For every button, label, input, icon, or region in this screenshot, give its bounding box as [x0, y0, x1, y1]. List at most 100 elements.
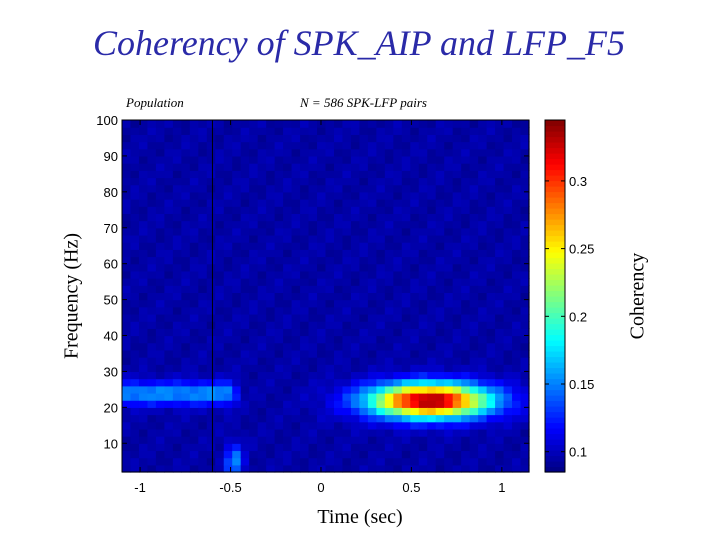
heatmap-cell — [393, 263, 403, 272]
heatmap-cell — [359, 263, 369, 272]
heatmap-cell — [266, 256, 276, 265]
heatmap-cell — [283, 378, 293, 387]
y-tick-label: 30 — [104, 364, 118, 379]
heatmap-cell — [469, 335, 479, 344]
heatmap-cell — [333, 364, 344, 373]
heatmap-cell — [495, 163, 505, 171]
heatmap-cell — [300, 335, 310, 344]
heatmap-cell — [461, 292, 471, 301]
heatmap-cell — [359, 199, 369, 207]
heatmap-cell — [376, 392, 386, 401]
heatmap-cell — [410, 299, 420, 308]
heatmap-cell — [469, 392, 479, 401]
heatmap-cell — [452, 263, 462, 272]
heatmap-cell — [350, 464, 361, 473]
heatmap-cell — [503, 400, 513, 408]
heatmap-cell — [486, 278, 496, 286]
heatmap-cell — [333, 256, 344, 265]
heatmap-cell — [452, 335, 462, 344]
heatmap-cell — [384, 134, 394, 143]
heatmap-cell — [257, 321, 267, 329]
heatmap-cell — [317, 206, 327, 214]
heatmap-cell — [384, 213, 394, 222]
heatmap-cell — [452, 443, 462, 452]
heatmap-cell — [215, 141, 225, 150]
y-tick-label: 80 — [104, 185, 118, 200]
heatmap-cell — [325, 170, 335, 179]
heatmap-cell — [367, 421, 377, 430]
heatmap-cell — [444, 227, 454, 236]
heatmap-cell — [512, 335, 522, 344]
heatmap-cell — [486, 249, 496, 258]
heatmap-cell — [198, 213, 208, 222]
heatmap-cell — [350, 155, 361, 164]
heatmap-cell — [172, 148, 182, 157]
heatmap-cell — [215, 328, 225, 337]
heatmap-cell — [164, 141, 174, 150]
heatmap-cell — [249, 213, 259, 222]
heatmap-cell — [266, 457, 276, 466]
heatmap-cell — [478, 163, 488, 171]
heatmap-cell — [452, 400, 462, 408]
heatmap-cell — [147, 292, 157, 301]
heatmap-cell — [155, 407, 165, 416]
colorbar-swatch — [545, 340, 565, 347]
heatmap-cell — [367, 407, 377, 416]
heatmap-cell — [274, 263, 284, 272]
heatmap-cell — [155, 306, 165, 315]
heatmap-cell — [410, 407, 420, 416]
heatmap-cell — [300, 148, 310, 157]
heatmap-cell — [452, 421, 462, 430]
heatmap-cell — [266, 278, 276, 286]
heatmap-cell — [138, 428, 149, 437]
heatmap-cell — [486, 134, 496, 143]
heatmap-cell — [452, 321, 462, 329]
heatmap-cell — [469, 457, 479, 466]
heatmap-cell — [418, 313, 428, 322]
heatmap-cell — [291, 450, 301, 459]
heatmap-cell — [342, 321, 352, 329]
heatmap-cell — [189, 120, 199, 128]
heatmap-cell — [138, 285, 149, 294]
heatmap-cell — [189, 457, 199, 466]
heatmap-cell — [333, 378, 344, 387]
heatmap-cell — [350, 234, 361, 243]
heatmap-cell — [283, 421, 293, 430]
heatmap-cell — [122, 199, 132, 207]
heatmap-cell — [444, 170, 454, 179]
heatmap-cell — [223, 313, 233, 322]
heatmap-cell — [257, 249, 267, 258]
heatmap-cell — [206, 263, 216, 272]
heatmap-cell — [452, 242, 462, 250]
heatmap-cell — [486, 414, 496, 423]
heatmap-cell — [308, 163, 318, 171]
heatmap-cell — [232, 357, 242, 365]
heatmap-cell — [308, 357, 318, 365]
heatmap-cell — [376, 357, 386, 365]
heatmap-cell — [164, 184, 174, 193]
heatmap-cell — [283, 328, 293, 337]
heatmap-cell — [138, 313, 149, 322]
heatmap-cell — [232, 400, 242, 408]
heatmap-cell — [350, 148, 361, 157]
heatmap-cell — [342, 256, 352, 265]
colorbar-swatch — [545, 345, 565, 352]
heatmap-cell — [223, 400, 233, 408]
heatmap-cell — [308, 141, 318, 150]
heatmap-cell — [393, 407, 403, 416]
heatmap-cell — [444, 357, 454, 365]
heatmap-cell — [138, 306, 149, 315]
heatmap-cell — [427, 120, 437, 128]
heatmap-cell — [172, 177, 182, 186]
heatmap-cell — [478, 213, 488, 222]
heatmap-cell — [181, 213, 191, 222]
heatmap-cell — [215, 242, 225, 250]
heatmap-cell — [444, 199, 454, 207]
heatmap-cell — [147, 249, 157, 258]
heatmap-cell — [401, 313, 411, 322]
heatmap-cell — [359, 120, 369, 128]
heatmap-cell — [384, 321, 394, 329]
heatmap-cell — [393, 163, 403, 171]
heatmap-cell — [249, 414, 259, 423]
heatmap-cell — [291, 306, 301, 315]
